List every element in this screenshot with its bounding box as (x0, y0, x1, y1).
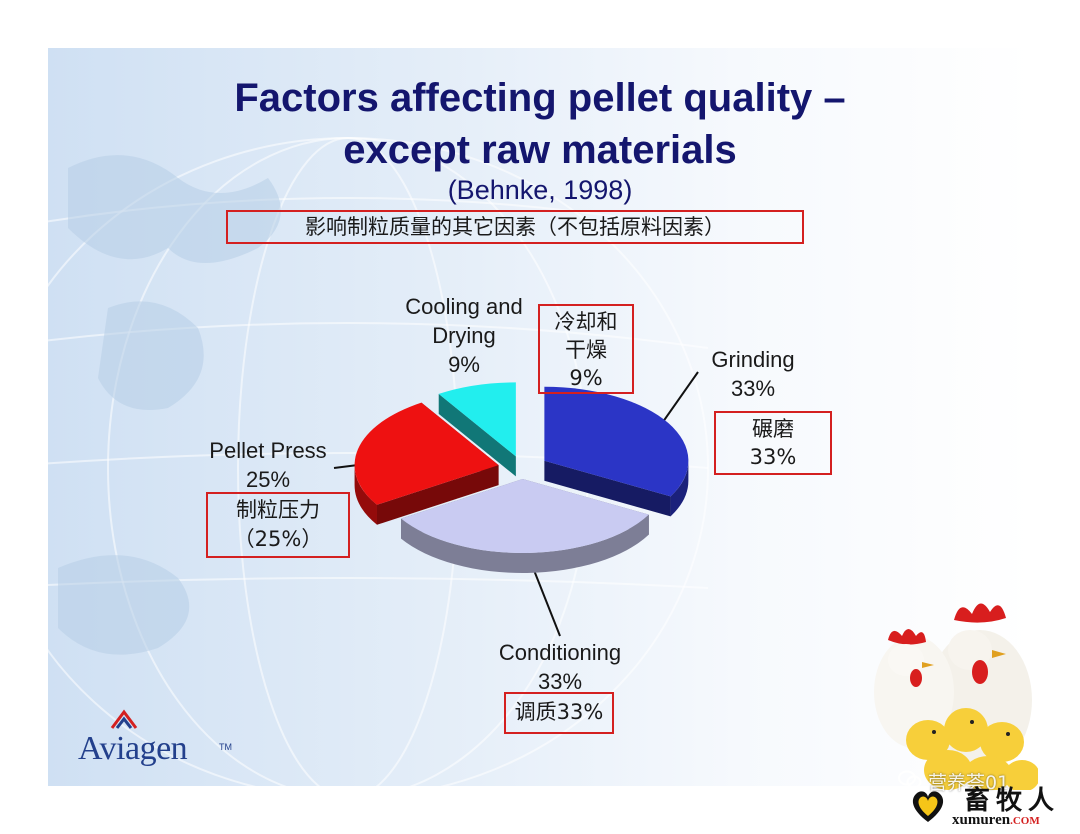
slide-subtitle: (Behnke, 1998) (447, 175, 633, 205)
aviagen-logo: Aviagen TM (78, 709, 238, 770)
xumuren-url-tld: .COM (1010, 815, 1040, 827)
pie-slice-top-3 (438, 382, 516, 457)
pie-label-cond-value: 33% (537, 669, 583, 694)
xumuren-url-name: xumuren (952, 812, 1011, 828)
cn-label-conditioning: 调质33% (504, 692, 614, 734)
pie-slice-wall-0-1 (544, 460, 671, 517)
heart-icon (912, 791, 944, 822)
pie-label-conditioning: Conditioning 33% (484, 638, 636, 696)
xumuren-logo: 畜牧人 xumuren.COM (908, 780, 1078, 834)
pie-chart (333, 371, 699, 637)
pie-label-cooling-value: 9% (448, 352, 480, 377)
pie-slice-pellet-press (354, 402, 499, 525)
pie-slice-conditioning (401, 478, 649, 573)
cn-label-grinding: 碾磨 33% (714, 411, 832, 475)
pie-slice-cooling-and-drying (438, 382, 516, 477)
pie-label-grinding: Grinding 33% (696, 345, 810, 403)
cn-label-pellet-press: 制粒压力 （25%） (206, 492, 350, 558)
cn-label-cooling-3: 9% (569, 366, 603, 390)
pie-slice-top-0 (544, 386, 689, 497)
cn-label-cond-1: 调质33% (514, 700, 604, 724)
pie-slice-wall-2-0 (376, 465, 499, 525)
slide-title-line2: except raw materials (343, 128, 737, 172)
cn-label-grinding-2: 33% (749, 445, 797, 469)
pie-label-press-value: 25% (245, 467, 291, 492)
pie-label-grinding-name: Grinding (711, 347, 795, 372)
pie-slice-rim-1-0 (401, 514, 649, 573)
cn-label-press-2: （25%） (233, 527, 323, 551)
pie-label-grinding-value: 33% (730, 376, 776, 401)
pie-label-cooling-name-2: Drying (432, 323, 496, 348)
pie-label-cooling-name-1: Cooling and (405, 294, 523, 319)
pie-slice-grinding (544, 386, 689, 517)
aviagen-logo-mark (110, 709, 138, 729)
cn-label-press-1: 制粒压力 (236, 498, 320, 522)
xumuren-logo-url: xumuren.COM (952, 812, 1040, 829)
cn-label-grinding-1: 碾磨 (752, 417, 794, 441)
slide-title-line1: Factors affecting pellet quality – (234, 76, 846, 120)
pie-label-press-name: Pellet Press (209, 438, 327, 463)
pie-slice-wall-3-0 (438, 393, 516, 477)
wechat-watermark: 营养荟01 (898, 768, 1058, 794)
pie-label-cond-name: Conditioning (498, 640, 622, 665)
xumuren-logo-cn: 畜牧人 (964, 786, 1061, 816)
watermark-text: 营养荟01 (928, 772, 1010, 794)
pie-slice-rim-0-0 (670, 460, 689, 517)
pie-slice-rim-2-0 (354, 465, 377, 525)
pie-label-pellet-press: Pellet Press 25% (196, 436, 340, 494)
cn-label-cooling-1: 冷却和 (554, 310, 618, 334)
chickens-illustration (874, 603, 1038, 790)
aviagen-logo-text: Aviagen (78, 730, 188, 767)
pie-slice-top-1 (401, 478, 649, 553)
aviagen-logo-tm: TM (219, 742, 232, 752)
cn-label-cooling: 冷却和 干燥 9% (538, 304, 634, 394)
pie-slice-top-2 (354, 402, 499, 505)
chinese-title-box: 影响制粒质量的其它因素（不包括原料因素） (226, 210, 804, 244)
pie-label-cooling: Cooling and Drying 9% (388, 292, 540, 379)
wechat-icon (898, 770, 922, 789)
cn-label-cooling-2: 干燥 (565, 338, 607, 362)
slide: Factors affecting pellet quality – excep… (48, 48, 1032, 786)
